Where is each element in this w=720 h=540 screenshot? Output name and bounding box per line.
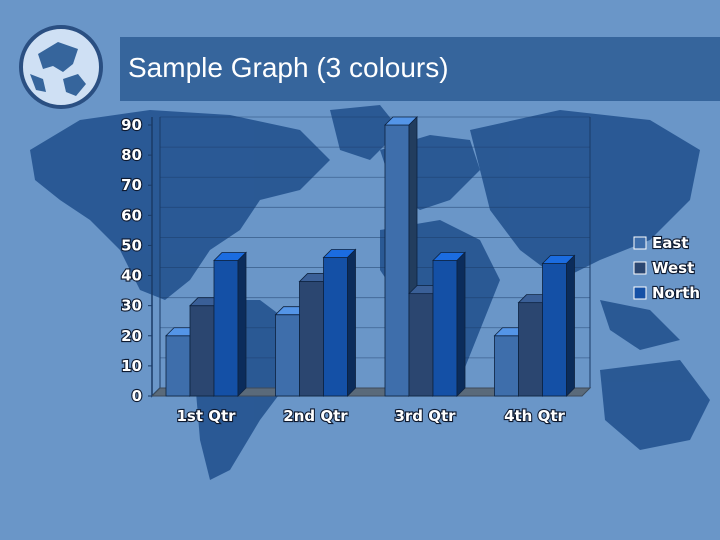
- bar-side: [237, 251, 247, 397]
- y-tick-label: 50: [121, 236, 142, 254]
- bar-front: [432, 260, 458, 397]
- title-bar: [120, 37, 720, 101]
- australia-shape: [600, 360, 710, 450]
- bar-front: [275, 314, 300, 397]
- bar-side: [566, 254, 575, 397]
- legend-label: East: [652, 234, 688, 252]
- bar-front: [408, 293, 434, 397]
- y-tick-label: 60: [121, 206, 142, 224]
- chart-legend: East West North: [633, 233, 701, 303]
- y-tick-label: 70: [121, 176, 142, 194]
- y-tick-label: 30: [121, 297, 142, 315]
- x-tick-label: 1st Qtr: [176, 407, 236, 425]
- y-axis-line: [151, 117, 161, 398]
- bar-front: [165, 335, 191, 397]
- y-tick-label: 80: [121, 146, 142, 164]
- y-tick-label: 40: [121, 267, 142, 285]
- bar-side: [456, 251, 466, 397]
- bar-side: [347, 248, 356, 397]
- bar-front: [189, 305, 215, 397]
- x-tick-label: 2nd Qtr: [283, 407, 348, 425]
- chart-bars: [165, 116, 576, 397]
- bar-front: [542, 263, 567, 397]
- y-tick-label: 90: [121, 116, 142, 134]
- globe-icon: [19, 25, 103, 109]
- legend-swatch: [633, 261, 647, 275]
- greenland-shape: [330, 105, 400, 160]
- x-tick-label: 4th Qtr: [504, 407, 565, 425]
- bar: [541, 254, 576, 397]
- y-tick-label: 10: [121, 357, 142, 375]
- bar: [432, 251, 466, 397]
- bar-front: [384, 124, 410, 397]
- legend-swatch: [633, 286, 647, 300]
- bar: [213, 251, 247, 397]
- north-america-shape: [30, 110, 330, 300]
- page-title: Sample Graph (3 colours): [128, 52, 449, 83]
- legend-label: West: [652, 259, 694, 277]
- y-tick-label: 20: [121, 327, 142, 345]
- bar-front: [518, 302, 543, 397]
- bar-front: [323, 257, 348, 397]
- bar-front: [213, 260, 239, 397]
- legend-label: North: [652, 284, 700, 302]
- bar-front: [494, 335, 519, 397]
- islands-shape: [600, 300, 680, 350]
- x-tick-label: 3rd Qtr: [394, 407, 456, 425]
- y-tick-label: 0: [132, 387, 142, 405]
- bar-front: [299, 281, 324, 397]
- chart-labels: 0 10 20 30 40 50 60 70 80 90 1st Qtr 2nd Qtr 3rd Qtr…: [120, 115, 567, 426]
- bar: [322, 248, 357, 397]
- legend-swatch: [633, 236, 647, 250]
